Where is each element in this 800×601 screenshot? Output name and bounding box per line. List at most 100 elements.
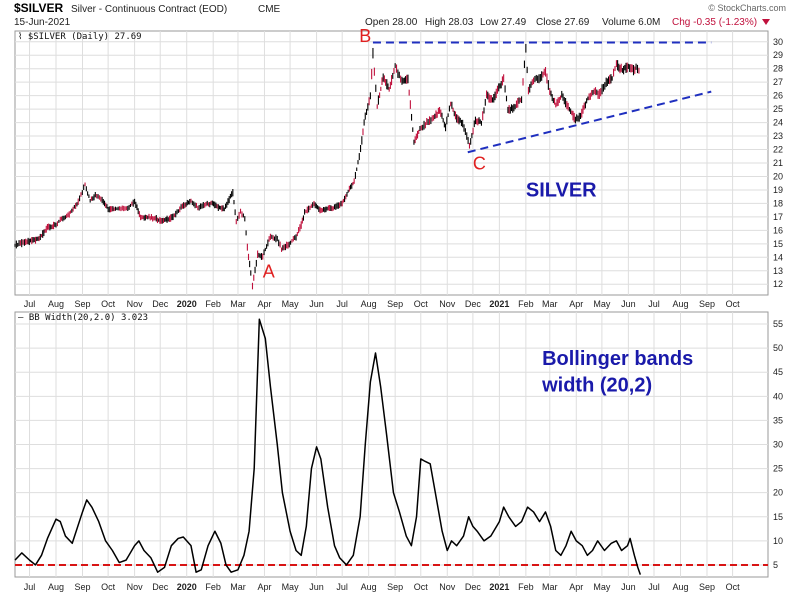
annotation-label: SILVER: [526, 180, 597, 202]
quote-low: Low 27.49: [480, 17, 527, 28]
x-tick-label: Feb: [518, 582, 534, 592]
y-tick-label: 27: [773, 77, 783, 87]
y-tick-label: 14: [773, 252, 783, 262]
x-tick-label: May: [593, 582, 611, 592]
x-tick-label: Nov: [127, 299, 144, 309]
annotation-label: Bollinger bands: [542, 348, 693, 370]
y-tick-label: 19: [773, 185, 783, 195]
x-tick-label: Oct: [414, 582, 429, 592]
y-tick-label: 22: [773, 145, 783, 155]
x-tick-label: Oct: [726, 299, 741, 309]
annotation-label: B: [359, 26, 371, 46]
x-tick-label: Nov: [127, 582, 144, 592]
y-tick-label: 26: [773, 91, 783, 101]
x-tick-label: Aug: [361, 299, 377, 309]
chart-date: 15-Jun-2021: [14, 17, 71, 28]
quote-volume: Volume 6.0M: [602, 17, 660, 28]
annotation-label: C: [473, 154, 486, 174]
stockcharts-watermark: © StockCharts.com: [708, 3, 786, 13]
quote-high: High 28.03: [425, 17, 474, 28]
x-tick-label: Dec: [465, 299, 482, 309]
x-tick-label: Mar: [230, 299, 246, 309]
series-legend-label: ⌇ $SILVER (Daily) 27.69: [18, 31, 142, 42]
y-tick-label: 12: [773, 279, 783, 289]
price-panel: 12131415161718192021222324252627282930Ju…: [15, 26, 783, 309]
x-tick-label: Apr: [257, 582, 271, 592]
x-tick-label: Jun: [309, 582, 324, 592]
y-tick-label: 15: [773, 512, 783, 522]
x-tick-label: Aug: [672, 299, 688, 309]
x-tick-label: Nov: [439, 299, 456, 309]
x-tick-label: 2020: [177, 582, 197, 592]
y-tick-label: 20: [773, 488, 783, 498]
series-legend-label: — BB Width(20,2.0) 3.023: [18, 313, 148, 323]
x-tick-label: Aug: [48, 299, 64, 309]
x-tick-label: 2021: [489, 582, 509, 592]
y-tick-label: 23: [773, 131, 783, 141]
x-tick-label: May: [593, 299, 611, 309]
y-tick-label: 15: [773, 239, 783, 249]
x-tick-label: Sep: [74, 582, 90, 592]
quote-change: Chg -0.35 (-1.23%): [672, 17, 757, 28]
y-tick-label: 13: [773, 266, 783, 276]
x-tick-label: Sep: [387, 582, 403, 592]
x-tick-label: Sep: [387, 299, 403, 309]
x-tick-label: Apr: [257, 299, 271, 309]
x-tick-label: Sep: [699, 299, 715, 309]
x-tick-label: Feb: [205, 299, 221, 309]
x-tick-label: Dec: [152, 299, 169, 309]
x-tick-label: Apr: [569, 582, 583, 592]
x-tick-label: May: [282, 582, 300, 592]
x-tick-label: Feb: [518, 299, 534, 309]
x-tick-label: Oct: [101, 582, 116, 592]
x-tick-label: Jun: [621, 299, 636, 309]
y-tick-label: 20: [773, 171, 783, 181]
x-tick-label: Dec: [465, 582, 482, 592]
y-tick-label: 28: [773, 64, 783, 74]
x-tick-label: 2021: [489, 299, 509, 309]
y-tick-label: 29: [773, 50, 783, 60]
x-tick-label: Aug: [48, 582, 64, 592]
x-tick-label: Jul: [336, 299, 348, 309]
symbol-title: $SILVER: [14, 1, 63, 15]
y-tick-label: 21: [773, 158, 783, 168]
x-tick-label: Nov: [439, 582, 456, 592]
y-tick-label: 18: [773, 198, 783, 208]
x-tick-label: Oct: [101, 299, 116, 309]
x-tick-label: Jun: [309, 299, 324, 309]
symbol-description: Silver - Continuous Contract (EOD): [71, 4, 227, 15]
x-tick-label: 2020: [177, 299, 197, 309]
x-tick-label: Sep: [699, 582, 715, 592]
y-tick-label: 30: [773, 37, 783, 47]
y-tick-label: 25: [773, 464, 783, 474]
y-tick-label: 5: [773, 560, 778, 570]
x-tick-label: Apr: [569, 299, 583, 309]
x-tick-label: Jul: [24, 299, 36, 309]
x-tick-label: Mar: [542, 299, 558, 309]
x-tick-label: Sep: [74, 299, 90, 309]
x-tick-label: Jul: [648, 582, 660, 592]
y-tick-label: 30: [773, 440, 783, 450]
y-tick-label: 16: [773, 225, 783, 235]
y-tick-label: 55: [773, 319, 783, 329]
x-tick-label: Mar: [542, 582, 558, 592]
y-tick-label: 25: [773, 104, 783, 114]
x-tick-label: Dec: [152, 582, 169, 592]
y-tick-label: 45: [773, 367, 783, 377]
x-tick-label: Jul: [24, 582, 36, 592]
x-tick-label: Jun: [621, 582, 636, 592]
y-tick-label: 10: [773, 536, 783, 546]
x-tick-label: Aug: [672, 582, 688, 592]
x-tick-label: Oct: [726, 582, 741, 592]
y-tick-label: 40: [773, 391, 783, 401]
annotation-label: width (20,2): [541, 375, 652, 397]
x-tick-label: Feb: [205, 582, 221, 592]
quote-close: Close 27.69: [536, 17, 590, 28]
exchange-label: CME: [258, 4, 281, 15]
annotation-label: A: [263, 261, 275, 281]
y-tick-label: 50: [773, 343, 783, 353]
y-tick-label: 17: [773, 212, 783, 222]
